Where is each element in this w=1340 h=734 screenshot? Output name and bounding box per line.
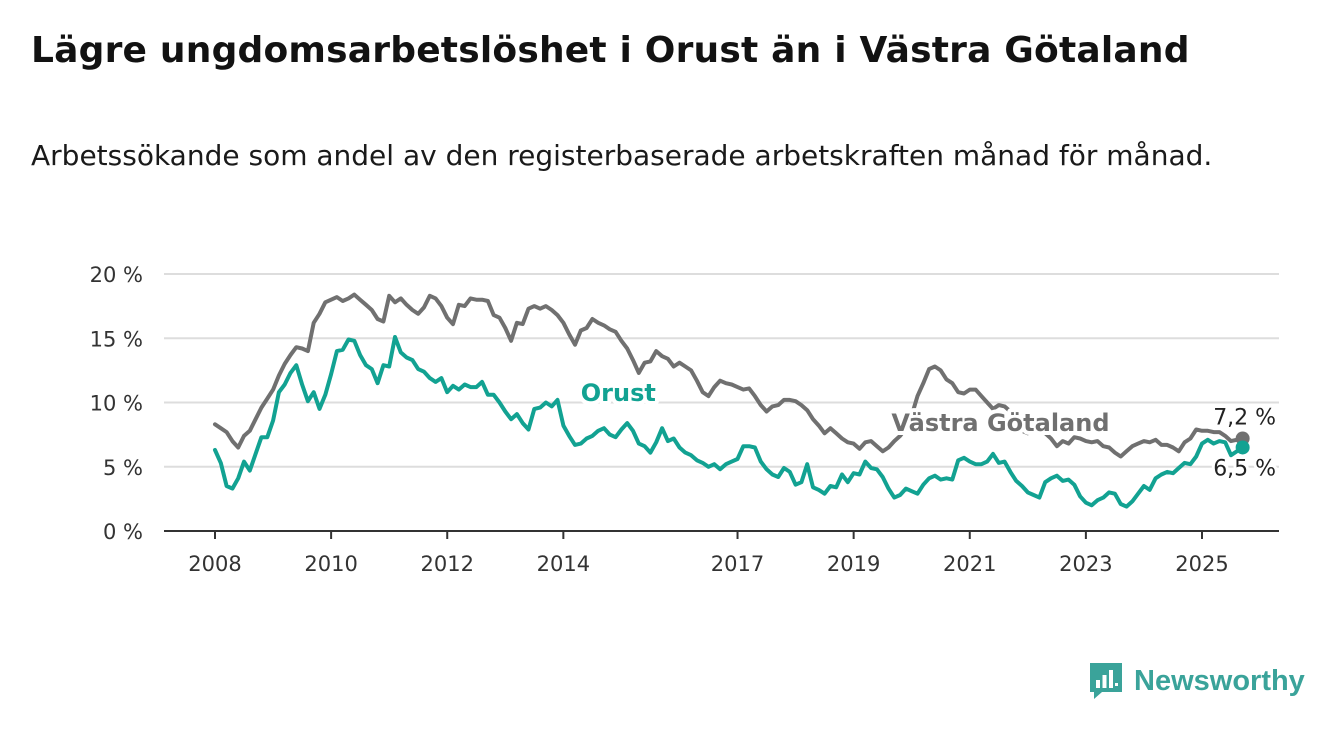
x-tick-label: 2021: [943, 552, 996, 576]
end-value-label: 7,2 %: [1213, 405, 1276, 430]
x-tick-label: 2023: [1059, 552, 1112, 576]
chart-title: Lägre ungdomsarbetslöshet i Orust än i V…: [31, 30, 1190, 71]
x-tick-label: 2025: [1175, 552, 1228, 576]
x-tick-label: 2017: [711, 552, 764, 576]
x-tick-label: 2008: [188, 552, 241, 576]
brand-name: Newsworthy: [1134, 664, 1305, 697]
series-line-v-stra-g-taland: [213, 292, 1245, 459]
y-tick-label: 5 %: [103, 456, 143, 480]
series-end-point-orust: [1235, 440, 1250, 455]
x-tick-label: 2019: [827, 552, 880, 576]
axes: 0 % 5 % 10 % 15 % 20 % 2008 2010 2012 2014 2017 20…: [90, 263, 1279, 576]
series-labels: Orust Västra Götaland 7,2 % 6,5 %: [577, 375, 1279, 484]
y-tick-label: 10 %: [90, 392, 143, 416]
chart-subtitle: Arbetssökande som andel av den registerb…: [31, 139, 1213, 172]
x-tick-label: 2012: [421, 552, 474, 576]
x-tick-label: 2014: [537, 552, 590, 576]
newsworthy-logo-icon: [1090, 663, 1122, 699]
end-value-label: 6,5 %: [1213, 456, 1276, 481]
y-tick-label: 20 %: [90, 263, 143, 287]
brand-logo: Newsworthy: [1088, 660, 1305, 702]
y-tick-label: 0 %: [103, 520, 143, 544]
series-line-orust: [213, 335, 1245, 509]
y-tick-label: 15 %: [90, 327, 143, 351]
x-tick-label: 2010: [304, 552, 357, 576]
series-lines: [213, 292, 1250, 509]
series-label: Orust: [581, 379, 656, 407]
series-label: Västra Götaland: [891, 409, 1109, 437]
